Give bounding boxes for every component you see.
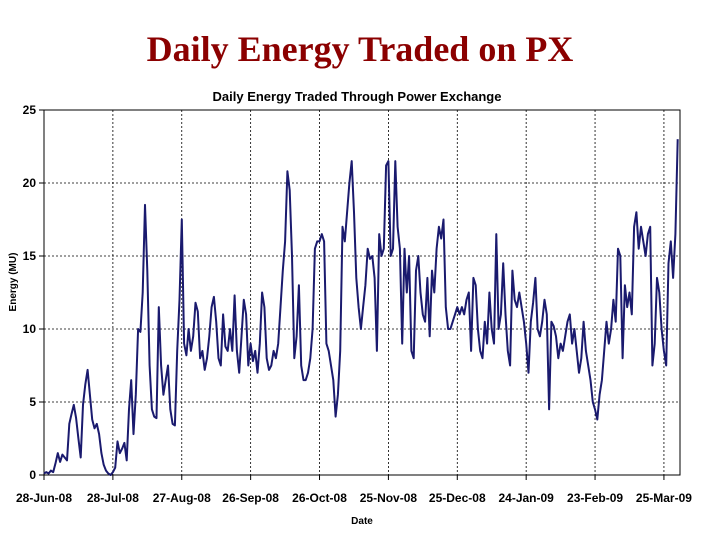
x-tick-label: 25-Mar-09 (636, 491, 692, 505)
x-tick-label: 27-Aug-08 (153, 491, 211, 505)
y-tick-label: 10 (23, 322, 37, 336)
y-tick-label: 20 (23, 176, 37, 190)
gridlines (44, 110, 680, 475)
y-axis-label: Energy (MU) (8, 253, 19, 312)
x-tick-label: 28-Jun-08 (16, 491, 72, 505)
y-axis-ticks: 0 5 10 15 20 25 (23, 103, 44, 482)
x-tick-label: 25-Nov-08 (360, 491, 418, 505)
x-tick-label: 25-Dec-08 (429, 491, 486, 505)
y-tick-label: 0 (29, 468, 36, 482)
y-tick-label: 5 (29, 395, 36, 409)
x-tick-label: 26-Oct-08 (292, 491, 347, 505)
x-tick-label: 26-Sep-08 (222, 491, 279, 505)
y-tick-label: 15 (23, 249, 37, 263)
slide-title: Daily Energy Traded on PX (146, 29, 574, 69)
series-layer (43, 139, 679, 476)
plot-frame (43, 109, 681, 476)
x-tick-label: 28-Jul-08 (87, 491, 139, 505)
y-tick-label: 25 (23, 103, 37, 117)
series-line-daily-energy (43, 139, 679, 476)
x-tick-label: 23-Feb-09 (567, 491, 623, 505)
x-axis-ticks: 28-Jun-08 28-Jul-08 27-Aug-08 26-Sep-08 26-O… (16, 475, 692, 505)
chart-title: Daily Energy Traded Through Power Exchan… (213, 89, 502, 104)
x-tick-label: 24-Jan-09 (498, 491, 554, 505)
x-axis-label: Date (351, 516, 373, 527)
